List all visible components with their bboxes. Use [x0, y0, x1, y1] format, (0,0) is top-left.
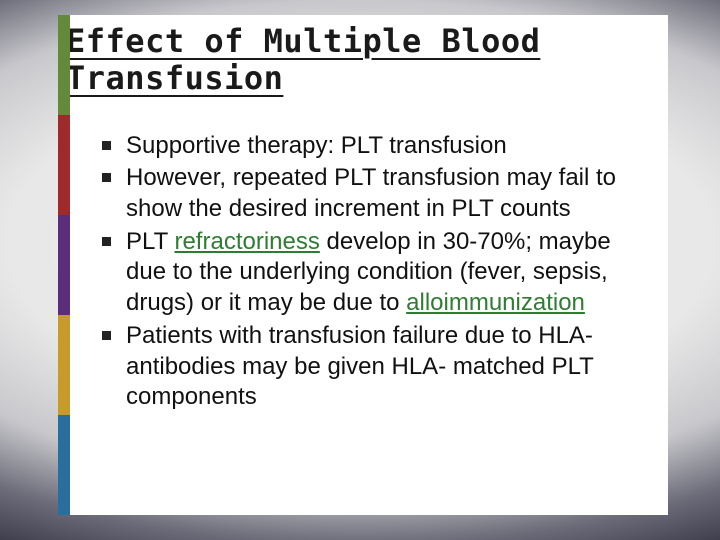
- bullet-list: Supportive therapy: PLT transfusion Howev…: [98, 131, 644, 413]
- highlight-text: alloimmunization: [406, 289, 585, 316]
- side-band-segment: [58, 115, 70, 215]
- side-band-segment: [58, 15, 70, 115]
- side-color-band: [58, 15, 70, 515]
- bullet-item: Patients with transfusion failure due to…: [98, 321, 644, 413]
- side-band-segment: [58, 315, 70, 415]
- body-text: Supportive therapy: PLT transfusion: [126, 132, 507, 159]
- highlight-text: refractoriness: [174, 228, 319, 255]
- bullet-item: However, repeated PLT transfusion may fa…: [98, 163, 644, 224]
- slide-title: Effect of Multiple Blood Transfusion: [58, 15, 668, 103]
- bullet-item: PLT refractoriness develop in 30-70%; ma…: [98, 227, 644, 319]
- bullet-item: Supportive therapy: PLT transfusion: [98, 131, 644, 162]
- slide-body: Supportive therapy: PLT transfusion Howev…: [58, 103, 668, 413]
- side-band-segment: [58, 215, 70, 315]
- body-text: However, repeated PLT transfusion may fa…: [126, 164, 616, 222]
- slide-content-box: Effect of Multiple Blood Transfusion Sup…: [58, 15, 668, 515]
- side-band-segment: [58, 415, 70, 515]
- body-text: PLT: [126, 228, 174, 255]
- body-text: Patients with transfusion failure due to…: [126, 322, 593, 410]
